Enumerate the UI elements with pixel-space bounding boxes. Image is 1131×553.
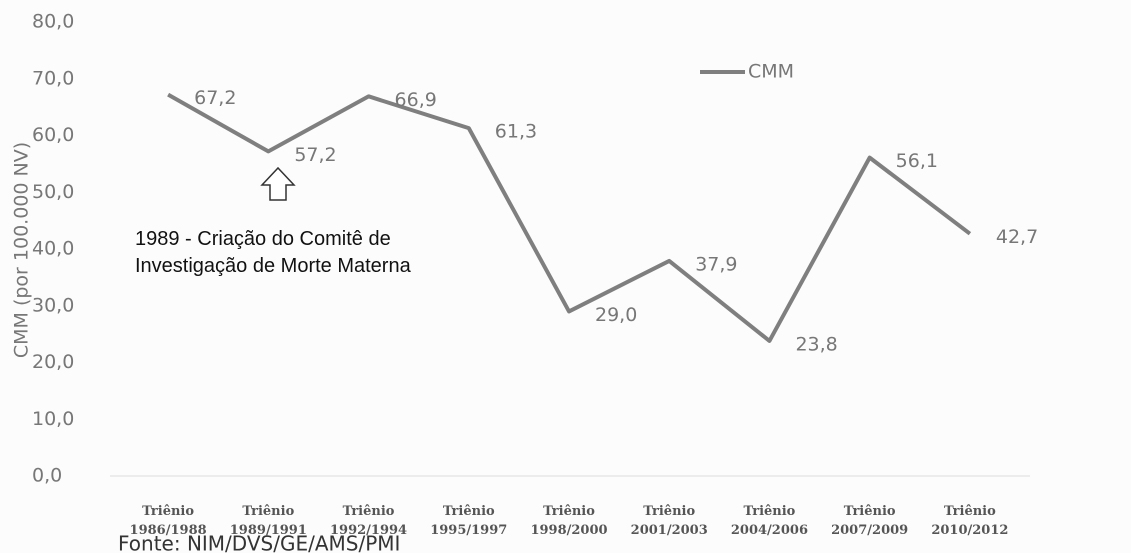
x-tick-label: Triênio 1989/1991 — [229, 504, 307, 538]
y-tick-label: 80,0 — [32, 11, 74, 33]
annotation-line: Investigação de Morte Materna — [135, 255, 412, 277]
x-tick-label: Triênio 1992/1994 — [329, 504, 408, 538]
x-tick-label: Triênio 2007/2009 — [831, 504, 909, 538]
x-tick-label: Triênio 1998/2000 — [530, 504, 608, 538]
data-label: 29,0 — [595, 304, 637, 326]
data-label: 42,7 — [996, 226, 1038, 248]
x-tick-label: Triênio 1986/1988 — [129, 504, 207, 538]
data-label: 37,9 — [695, 253, 737, 275]
y-tick-label: 0,0 — [32, 465, 62, 487]
y-tick-label: 70,0 — [32, 67, 74, 89]
y-tick-label: 30,0 — [32, 294, 74, 316]
y-tick-label: 60,0 — [32, 124, 74, 146]
annotation-arrow — [260, 166, 296, 201]
y-tick-label: 10,0 — [32, 408, 74, 430]
data-label: 57,2 — [294, 144, 336, 166]
data-label: 66,9 — [395, 89, 437, 111]
x-tick-label: Triênio 2010/2012 — [931, 504, 1009, 538]
legend-label: CMM — [748, 61, 794, 83]
data-line — [167, 92, 972, 343]
x-tick-label: Triênio 2004/2006 — [730, 504, 808, 538]
annotation-line: 1989 - Criação do Comitê de — [135, 228, 391, 250]
y-tick-label: 50,0 — [32, 181, 74, 203]
data-label: 56,1 — [896, 150, 938, 172]
y-tick-label: 20,0 — [32, 351, 74, 373]
data-label: 67,2 — [194, 87, 236, 109]
annotation: 1989 - Criação do Comitê de Investigação … — [135, 228, 412, 277]
x-tick-label: Triênio 1995/1997 — [430, 504, 508, 538]
source: Fonte: NIM/DVS/GE/AMS/PMI — [118, 532, 400, 553]
y-tick-label: 40,0 — [32, 238, 74, 260]
x-tick-label: Triênio 2001/2003 — [630, 504, 708, 538]
data-label: 61,3 — [495, 121, 537, 143]
y-axis-label: CMM (por 100.000 NV) — [11, 142, 33, 358]
data-label: 23,8 — [795, 333, 837, 355]
